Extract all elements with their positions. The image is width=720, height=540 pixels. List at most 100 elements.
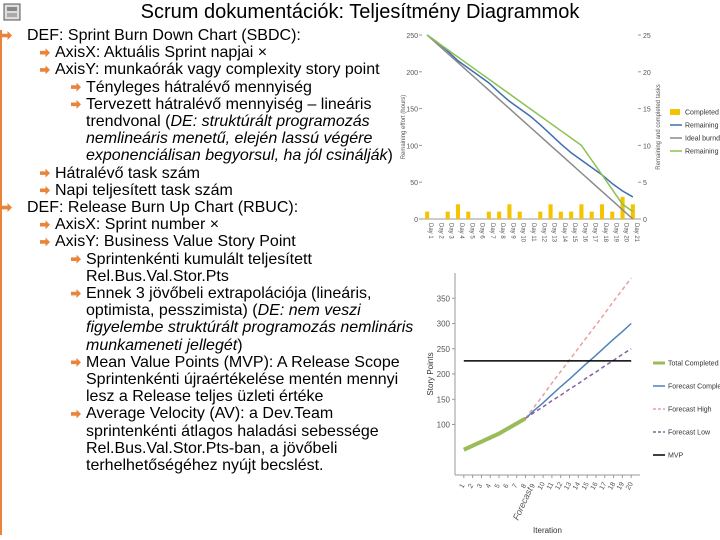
x-tick-label: 13: [563, 481, 573, 491]
y-tick-label: 150: [406, 107, 418, 114]
bar: [445, 211, 450, 219]
bullet-text: DEF: Sprint Burn Down Chart (SBDC):: [27, 27, 301, 44]
annotation: Forecast: [511, 485, 535, 521]
bullet-text: Sprintenkénti kumulált teljesített Rel.B…: [86, 250, 312, 285]
y-tick-label: 250: [406, 33, 418, 40]
bullet: AxisX: Sprint number ×: [0, 216, 425, 233]
bullet-marker: [2, 203, 12, 213]
text-run: ): [387, 147, 393, 165]
bar: [486, 211, 491, 219]
x-tick-label: Day 11: [530, 223, 536, 242]
series-line: [525, 348, 632, 420]
bar: [558, 211, 563, 219]
legend-label: MVP: [668, 453, 684, 460]
x-tick-label: Day 4: [458, 223, 464, 239]
bullet: Average Velocity (AV): a Dev.Team sprint…: [0, 405, 426, 474]
bullet: AxisY: munkaórák vagy complexity story p…: [0, 61, 405, 78]
y-tick-label: 100: [406, 143, 418, 150]
x-tick-label: Day 21: [633, 223, 639, 243]
bullet-marker: [40, 65, 50, 75]
text-run: Ennek 3 jövőbeli extrapolációja (lineári…: [86, 285, 372, 320]
decor-line: [0, 30, 2, 535]
x-tick-label: Day 19: [612, 223, 618, 243]
x-tick-label: 7: [511, 483, 519, 490]
bullet-marker: [71, 357, 81, 367]
slide-title: Scrum dokumentációk: Teljesítmény Diagra…: [140, 1, 580, 23]
y2-tick-label: 10: [643, 143, 651, 150]
y2-tick-label: 20: [643, 70, 651, 77]
bullet: Napi teljesített task szám: [0, 182, 405, 199]
y2-tick-label: 0: [643, 217, 647, 224]
x-tick-label: Day 12: [540, 223, 546, 243]
bar: [517, 211, 522, 219]
series-line: [426, 34, 634, 198]
x-tick-label: 5: [494, 483, 502, 490]
bar: [569, 211, 574, 219]
series-line: [426, 34, 634, 213]
bar: [610, 211, 615, 219]
bullet-text: AxisY: Business Value Story Point: [55, 233, 296, 251]
bullet: Tervezett hátralévő mennyiség – lineáris…: [0, 96, 404, 165]
x-tick-label: 19: [616, 481, 626, 491]
bullet-marker: [2, 31, 12, 40]
x-tick-label: Day 14: [561, 223, 567, 243]
bar: [497, 211, 502, 219]
x-tick-label: Day 7: [489, 223, 495, 239]
bar: [620, 196, 625, 219]
x-tick-label: Day 1: [427, 223, 433, 239]
bullet-text: AxisY: munkaórák vagy complexity story p…: [55, 61, 380, 79]
bullet-marker: [71, 254, 81, 264]
bar: [630, 204, 635, 219]
bar: [466, 211, 471, 219]
bar: [548, 204, 553, 219]
bullet-marker: [71, 82, 81, 92]
y-axis-title: Remaining effort (hours): [401, 95, 407, 160]
y-tick-label: 0: [414, 217, 418, 224]
x-tick-label: Day 20: [623, 223, 629, 243]
text-run: DE: nem veszi figyelembe struktúrált pro…: [86, 302, 414, 354]
y-tick-label: 50: [410, 180, 418, 187]
legend-label: Remaining tasks: [685, 149, 720, 156]
burndown-chart: 0 50 100 150 200 250 0 5 10 15 20 25 Remaining effor…: [398, 27, 720, 245]
y2-tick-label: 5: [643, 180, 647, 187]
x-tick-label: Day 10: [520, 223, 526, 243]
bullet: Tényleges hátralévő mennyiség: [0, 79, 404, 96]
bar: [538, 211, 543, 219]
x-tick-label: 11: [546, 481, 556, 491]
x-tick-label: Day 16: [581, 223, 587, 243]
y-tick-label: 300: [437, 320, 451, 329]
y-tick-label: 200: [437, 370, 451, 379]
y-tick-label: 200: [406, 70, 418, 77]
x-tick-label: 4: [485, 483, 493, 490]
x-tick-label: 2: [467, 483, 475, 490]
legend-swatch: [670, 109, 680, 115]
x-tick-label: Day 6: [479, 223, 485, 239]
x-tick-label: Day 17: [592, 223, 598, 243]
bar: [579, 204, 584, 219]
legend-label: Forecast Low: [668, 430, 711, 437]
x-tick-label: Day 9: [509, 223, 515, 239]
bar: [599, 204, 605, 219]
bullet-text: AxisX: Aktuális Sprint napjai ×: [55, 44, 268, 62]
bullet-marker: [71, 409, 81, 419]
x-tick-label: 10: [537, 481, 547, 491]
bullet-text: AxisX: Sprint number ×: [55, 216, 220, 234]
x-tick-label: 3: [476, 483, 484, 490]
bullet-marker: [40, 48, 50, 58]
legend-label: Forecast Completed: [668, 384, 720, 391]
x-tick-label: 16: [590, 481, 600, 491]
legend-label: Total Completed: [668, 361, 719, 368]
bullet-text: DEF: Release Burn Up Chart (RBUC):: [27, 199, 299, 217]
x-axis-title: Iteration: [533, 526, 562, 535]
bullet-marker: [71, 289, 81, 299]
bullet-text: Hátralévő task szám: [55, 164, 200, 182]
x-tick-label: 14: [572, 481, 582, 491]
y-tick-label: 350: [437, 294, 451, 303]
legend-label: Completed tasks: [685, 110, 720, 117]
bar: [425, 211, 430, 219]
y2-tick-label: 25: [643, 33, 651, 40]
x-tick-label: Day 18: [602, 223, 608, 243]
bullet: Ennek 3 jövőbeli extrapolációja (lineári…: [0, 285, 426, 354]
series-line: [524, 277, 632, 419]
y2-tick-label: 15: [643, 107, 651, 114]
